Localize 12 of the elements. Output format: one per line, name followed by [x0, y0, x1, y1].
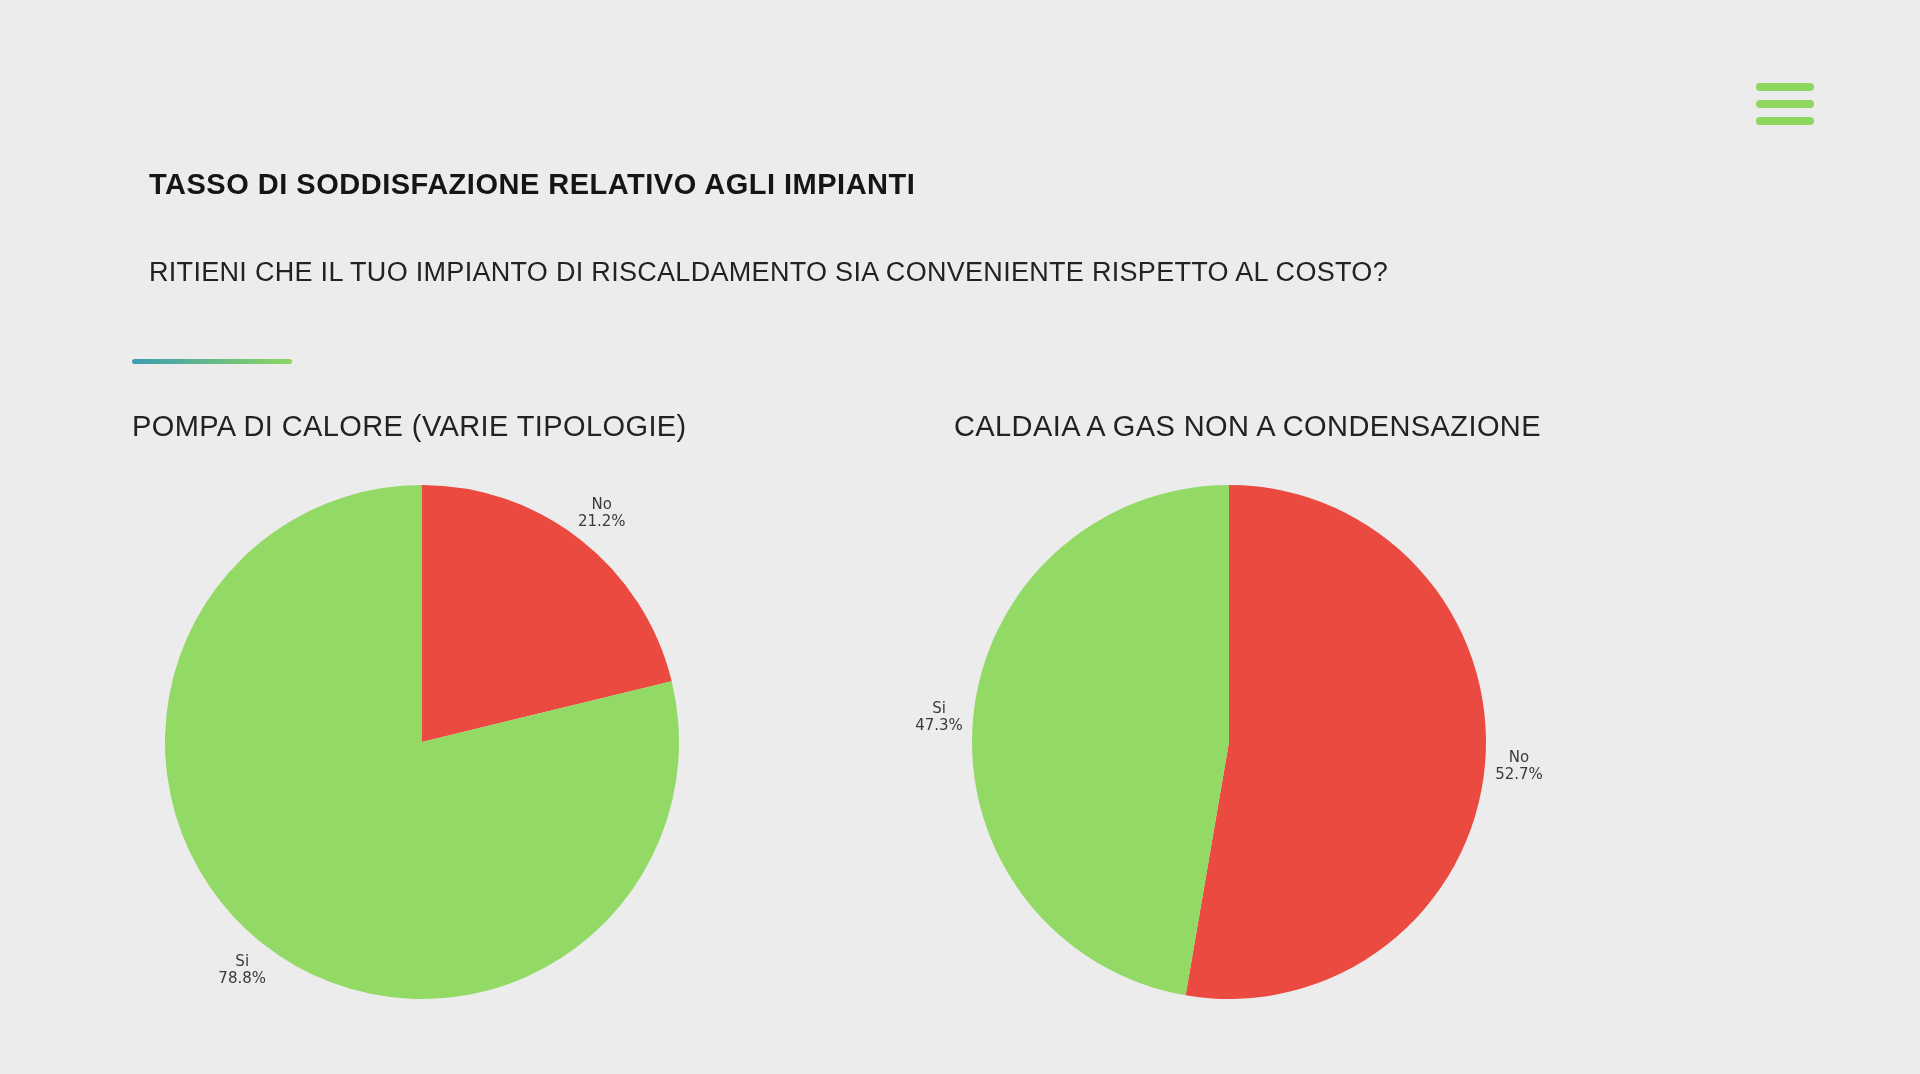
- slice-label: No: [591, 494, 612, 513]
- slice-label: Si: [932, 698, 946, 717]
- text: RITIENI CHE IL TUO IMPIANTO DI RISCALDAMENTO SIA CONVENIENTE RISPETTO AL COSTO?: [149, 257, 1388, 288]
- data-label: 78.8%: [218, 969, 267, 988]
- data-label: 21.2%: [577, 511, 626, 530]
- chart-title: POMPA DI CALORE (VARIE TIPOLOGIE): [132, 410, 687, 443]
- text: TASSO DI SODDISFAZIONE RELATIVO AGLI IMPIANTI: [149, 168, 916, 201]
- data-label: 52.7%: [1495, 765, 1543, 784]
- chart-title: CALDAIA A GAS NON A CONDENSAZIONE: [954, 410, 1541, 443]
- slice-label: Si: [235, 952, 250, 971]
- data-label: 47.3%: [915, 715, 963, 734]
- slice-label: No: [1508, 748, 1530, 767]
